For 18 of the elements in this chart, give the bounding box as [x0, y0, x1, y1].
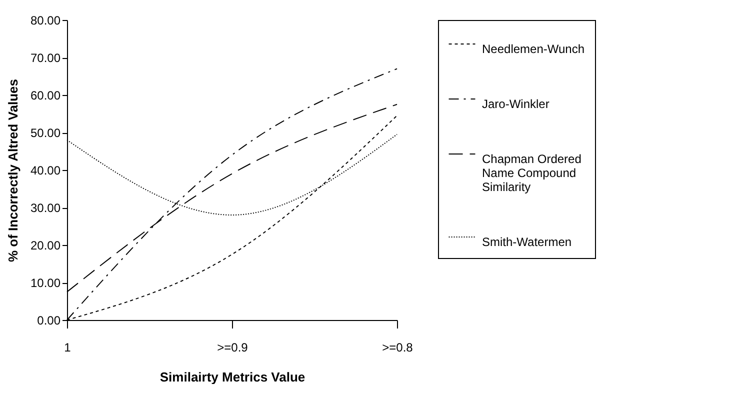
legend-label: Chapman Ordered Name Compound Similarity — [482, 152, 582, 194]
y-tick-label: 0.00 — [37, 314, 61, 328]
legend-label: Needlemen-Wunch — [482, 42, 584, 56]
y-tick-label: 10.00 — [30, 276, 61, 290]
x-axis-title: Similairty Metrics Value — [160, 370, 306, 384]
legend-label: Smith-Watermen — [482, 235, 572, 249]
y-tick-label: 70.00 — [30, 51, 61, 65]
x-tick-label: >=0.9 — [217, 340, 248, 354]
legend-label: Jaro-Winkler — [482, 97, 550, 111]
y-tick-label: 80.00 — [30, 14, 61, 28]
y-tick-label: 50.00 — [30, 126, 61, 140]
x-tick-label: 1 — [64, 340, 72, 354]
y-tick-label: 40.00 — [30, 164, 61, 178]
y-tick-label: 30.00 — [30, 201, 61, 215]
y-axis-title: % of Incorrectly Altred Values — [5, 78, 20, 262]
x-tick-label: >=0.8 — [382, 340, 414, 354]
y-tick-label: 20.00 — [30, 238, 61, 252]
y-tick-label: 60.00 — [30, 88, 61, 102]
